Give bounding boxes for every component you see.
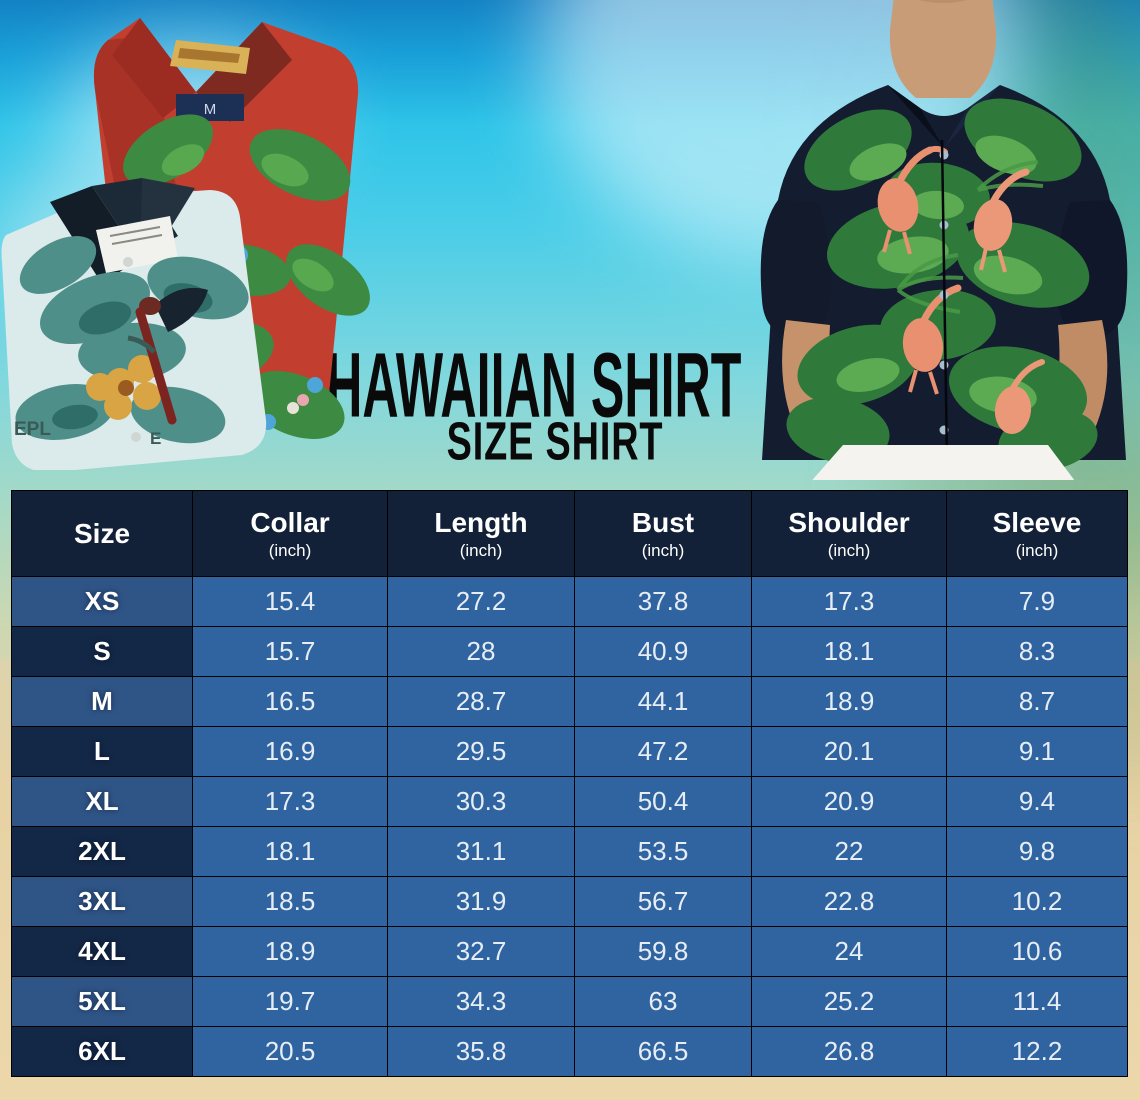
svg-text:EPL: EPL [14, 419, 51, 440]
svg-text:M: M [204, 101, 217, 118]
svg-text:E: E [150, 429, 161, 448]
